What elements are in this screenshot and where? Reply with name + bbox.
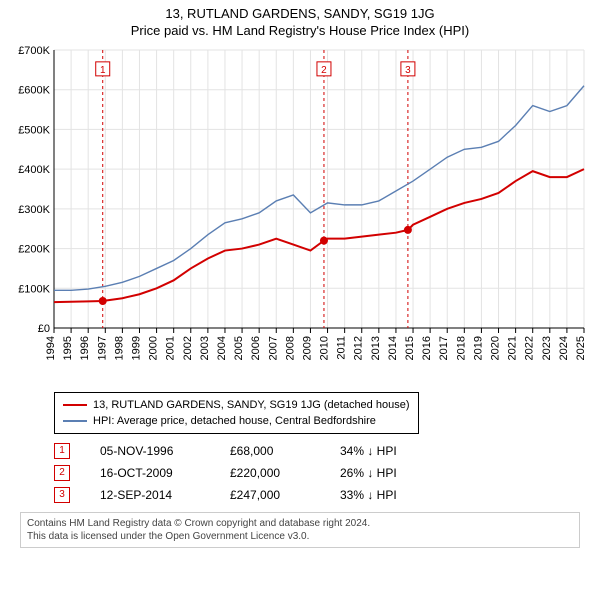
svg-text:£300K: £300K	[18, 204, 50, 216]
svg-text:3: 3	[405, 65, 411, 76]
svg-text:2010: 2010	[319, 336, 331, 360]
sale-price: £68,000	[230, 440, 310, 462]
svg-text:2024: 2024	[558, 336, 570, 360]
svg-text:2005: 2005	[233, 336, 245, 360]
sale-row: 2 16-OCT-2009 £220,000 26% ↓ HPI	[54, 462, 580, 484]
chart-container: 13, RUTLAND GARDENS, SANDY, SG19 1JG Pri…	[0, 0, 600, 590]
svg-text:2009: 2009	[301, 336, 313, 360]
svg-text:2016: 2016	[421, 336, 433, 360]
sale-marker-box: 1	[54, 443, 70, 459]
sale-marker-box: 2	[54, 465, 70, 481]
svg-text:£400K: £400K	[18, 164, 50, 176]
footer-line1: Contains HM Land Registry data © Crown c…	[27, 517, 573, 530]
svg-text:2001: 2001	[165, 336, 177, 360]
chart-title-line1: 13, RUTLAND GARDENS, SANDY, SG19 1JG	[10, 6, 590, 21]
svg-text:2014: 2014	[387, 336, 399, 360]
footer-line2: This data is licensed under the Open Gov…	[27, 530, 573, 543]
sales-table: 1 05-NOV-1996 £68,000 34% ↓ HPI 2 16-OCT-2009…	[54, 440, 580, 506]
svg-text:2022: 2022	[524, 336, 536, 360]
svg-text:1994: 1994	[45, 336, 57, 360]
svg-text:2021: 2021	[507, 336, 519, 360]
legend-label-property: 13, RUTLAND GARDENS, SANDY, SG19 1JG (de…	[93, 397, 410, 413]
svg-text:2007: 2007	[267, 336, 279, 360]
chart-plot-area: £0 £100K £200K £300K £400K £500K £600K £700K 199…	[10, 46, 590, 386]
svg-text:1: 1	[100, 65, 106, 76]
sale-date: 16-OCT-2009	[100, 462, 200, 484]
svg-text:1996: 1996	[79, 336, 91, 360]
svg-text:2000: 2000	[148, 336, 160, 360]
sale-diff: 26% ↓ HPI	[340, 462, 397, 484]
svg-text:2011: 2011	[336, 336, 348, 360]
svg-text:2020: 2020	[490, 336, 502, 360]
svg-text:1998: 1998	[113, 336, 125, 360]
svg-text:2003: 2003	[199, 336, 211, 360]
legend-row-property: 13, RUTLAND GARDENS, SANDY, SG19 1JG (de…	[63, 397, 410, 413]
svg-text:£700K: £700K	[18, 46, 50, 57]
footer-attribution: Contains HM Land Registry data © Crown c…	[20, 512, 580, 548]
svg-text:£200K: £200K	[18, 244, 50, 256]
svg-text:1999: 1999	[130, 336, 142, 360]
svg-text:2: 2	[321, 65, 327, 76]
legend-row-hpi: HPI: Average price, detached house, Cent…	[63, 413, 410, 429]
svg-text:2015: 2015	[404, 336, 416, 360]
svg-text:1995: 1995	[62, 336, 74, 360]
svg-text:2017: 2017	[438, 336, 450, 360]
svg-text:1997: 1997	[96, 336, 108, 360]
svg-text:2013: 2013	[370, 336, 382, 360]
svg-text:£0: £0	[38, 323, 50, 335]
line-chart-svg: £0 £100K £200K £300K £400K £500K £600K £700K 199…	[10, 46, 590, 386]
sale-row: 3 12-SEP-2014 £247,000 33% ↓ HPI	[54, 484, 580, 506]
legend-label-hpi: HPI: Average price, detached house, Cent…	[93, 413, 376, 429]
sale-marker-box: 3	[54, 487, 70, 503]
chart-legend: 13, RUTLAND GARDENS, SANDY, SG19 1JG (de…	[54, 392, 419, 434]
legend-swatch-hpi	[63, 420, 87, 422]
svg-text:2002: 2002	[182, 336, 194, 360]
sale-diff: 34% ↓ HPI	[340, 440, 397, 462]
svg-text:2008: 2008	[284, 336, 296, 360]
sale-date: 05-NOV-1996	[100, 440, 200, 462]
svg-text:2006: 2006	[250, 336, 262, 360]
sale-row: 1 05-NOV-1996 £68,000 34% ↓ HPI	[54, 440, 580, 462]
sale-price: £247,000	[230, 484, 310, 506]
svg-text:2019: 2019	[472, 336, 484, 360]
sale-date: 12-SEP-2014	[100, 484, 200, 506]
sale-price: £220,000	[230, 462, 310, 484]
sale-diff: 33% ↓ HPI	[340, 484, 397, 506]
svg-text:2025: 2025	[575, 336, 587, 360]
svg-text:2018: 2018	[455, 336, 467, 360]
svg-text:£500K: £500K	[18, 124, 50, 136]
svg-text:£600K: £600K	[18, 85, 50, 97]
svg-text:£100K: £100K	[18, 283, 50, 295]
chart-title-line2: Price paid vs. HM Land Registry's House …	[10, 23, 590, 38]
svg-text:2023: 2023	[541, 336, 553, 360]
svg-text:2012: 2012	[353, 336, 365, 360]
legend-swatch-property	[63, 404, 87, 406]
svg-text:2004: 2004	[216, 336, 228, 360]
